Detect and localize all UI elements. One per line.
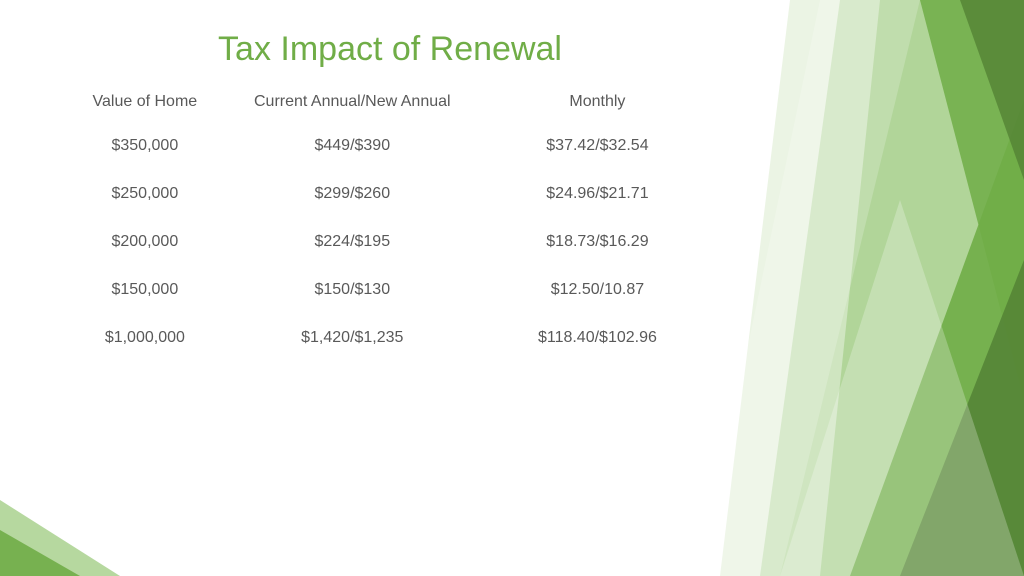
col-header-annual: Current Annual/New Annual — [230, 93, 475, 111]
cell-annual: $1,420/$1,235 — [230, 329, 475, 347]
col-header-monthly: Monthly — [475, 93, 720, 111]
cell-monthly: $118.40/$102.96 — [475, 329, 720, 347]
cell-value: $1,000,000 — [60, 329, 230, 347]
table-row: $1,000,000 $1,420/$1,235 $118.40/$102.96 — [60, 329, 720, 347]
col-header-value: Value of Home — [60, 93, 230, 111]
table-row: $350,000 $449/$390 $37.42/$32.54 — [60, 137, 720, 155]
cell-monthly: $18.73/$16.29 — [475, 233, 720, 251]
cell-annual: $449/$390 — [230, 137, 475, 155]
tax-table: Value of Home Current Annual/New Annual … — [60, 93, 720, 347]
cell-annual: $224/$195 — [230, 233, 475, 251]
cell-monthly: $12.50/10.87 — [475, 281, 720, 299]
table-row: $250,000 $299/$260 $24.96/$21.71 — [60, 185, 720, 203]
cell-value: $250,000 — [60, 185, 230, 203]
cell-value: $200,000 — [60, 233, 230, 251]
slide-title: Tax Impact of Renewal — [70, 30, 710, 69]
cell-monthly: $24.96/$21.71 — [475, 185, 720, 203]
cell-annual: $150/$130 — [230, 281, 475, 299]
cell-value: $350,000 — [60, 137, 230, 155]
table-header-row: Value of Home Current Annual/New Annual … — [60, 93, 720, 111]
slide-content: Tax Impact of Renewal Value of Home Curr… — [0, 0, 780, 347]
cell-monthly: $37.42/$32.54 — [475, 137, 720, 155]
cell-annual: $299/$260 — [230, 185, 475, 203]
table-row: $150,000 $150/$130 $12.50/10.87 — [60, 281, 720, 299]
cell-value: $150,000 — [60, 281, 230, 299]
table-row: $200,000 $224/$195 $18.73/$16.29 — [60, 233, 720, 251]
